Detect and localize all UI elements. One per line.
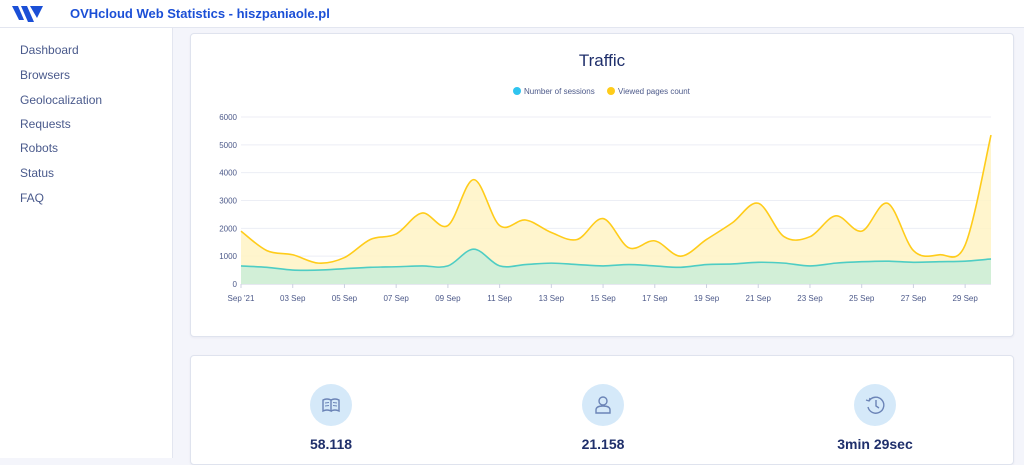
app-title: OVHcloud Web Statistics - hiszpaniaole.p… xyxy=(70,6,330,21)
y-tick-label: 1000 xyxy=(219,252,237,261)
x-axis: Sep '21 03 Sep 05 Sep 07 Sep 09 Sep 11 Sep 13 … xyxy=(228,283,991,303)
sidebar-item-dashboard[interactable]: Dashboard xyxy=(20,43,79,57)
traffic-chart-card: Traffic Number of sessions Viewed pages … xyxy=(190,33,1014,337)
x-tick-label: 03 Sep xyxy=(280,294,306,303)
stat-visits: 58.118 xyxy=(271,356,391,452)
legend-pages-label[interactable]: Viewed pages count xyxy=(618,87,691,96)
y-axis: 0 1000 2000 3000 4000 5000 6000 xyxy=(219,113,237,289)
pages-line xyxy=(240,134,992,264)
traffic-chart: Traffic Number of sessions Viewed pages … xyxy=(219,51,992,303)
stat-users: 21.158 xyxy=(543,356,663,452)
x-tick-label: Sep '21 xyxy=(228,294,255,303)
stat-circle xyxy=(310,384,352,426)
book-icon xyxy=(322,398,340,413)
chart-title: Traffic xyxy=(579,51,626,70)
x-tick-label: 15 Sep xyxy=(590,294,616,303)
user-icon xyxy=(595,396,611,414)
x-tick-label: 07 Sep xyxy=(383,294,409,303)
x-tick-label: 27 Sep xyxy=(901,294,927,303)
x-tick-label: 13 Sep xyxy=(539,294,565,303)
top-bar: OVHcloud Web Statistics - hiszpaniaole.p… xyxy=(0,0,1024,28)
stat-duration: 3min 29sec xyxy=(815,356,935,452)
sessions-line xyxy=(240,248,992,272)
y-tick-label: 5000 xyxy=(219,141,237,150)
x-tick-label: 09 Sep xyxy=(435,294,461,303)
stat-circle xyxy=(854,384,896,426)
stat-value: 3min 29sec xyxy=(837,436,913,452)
chart-legend: Number of sessions Viewed pages count xyxy=(513,87,691,96)
ovh-logo[interactable] xyxy=(10,4,44,24)
y-tick-label: 3000 xyxy=(219,197,237,206)
y-tick-label: 6000 xyxy=(219,113,237,122)
legend-sessions-label[interactable]: Number of sessions xyxy=(524,87,595,96)
x-tick-label: 25 Sep xyxy=(849,294,875,303)
stat-value: 58.118 xyxy=(309,436,353,452)
clock-icon xyxy=(865,396,885,414)
legend-sessions-swatch xyxy=(513,87,521,95)
y-tick-label: 2000 xyxy=(219,224,237,233)
y-tick-label: 0 xyxy=(233,280,238,289)
sidebar: Dashboard Browsers Geolocalization Reque… xyxy=(0,28,173,458)
legend-pages-swatch xyxy=(607,87,615,95)
sidebar-item-robots[interactable]: Robots xyxy=(20,141,59,155)
x-tick-label: 11 Sep xyxy=(487,294,512,303)
x-tick-label: 17 Sep xyxy=(642,294,668,303)
sidebar-item-status[interactable]: Status xyxy=(20,166,55,180)
y-tick-label: 4000 xyxy=(219,169,237,178)
x-tick-label: 19 Sep xyxy=(694,294,720,303)
stat-circle xyxy=(582,384,624,426)
x-tick-label: 23 Sep xyxy=(797,294,823,303)
x-tick-label: 21 Sep xyxy=(746,294,772,303)
chart-series xyxy=(240,134,992,284)
x-tick-label: 05 Sep xyxy=(332,294,358,303)
sidebar-item-requests[interactable]: Requests xyxy=(20,117,71,131)
stat-value: 21.158 xyxy=(581,436,625,452)
x-tick-label: 29 Sep xyxy=(952,294,978,303)
sidebar-item-geolocalization[interactable]: Geolocalization xyxy=(20,93,103,107)
sidebar-item-faq[interactable]: FAQ xyxy=(20,191,45,205)
stats-card: 58.118 21.158 3min 29sec xyxy=(190,355,1014,465)
sidebar-item-browsers[interactable]: Browsers xyxy=(20,68,71,82)
pages-area xyxy=(241,135,991,284)
sessions-area xyxy=(241,249,991,284)
